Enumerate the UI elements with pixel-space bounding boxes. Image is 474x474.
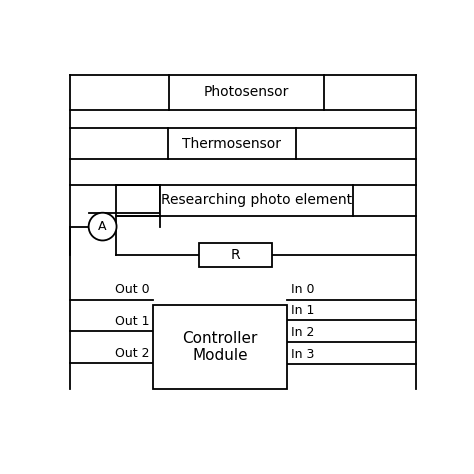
Text: Controller
Module: Controller Module [182,331,258,363]
Text: Out 0: Out 0 [115,283,149,296]
FancyBboxPatch shape [168,128,296,159]
Circle shape [89,213,117,240]
Text: In 3: In 3 [291,347,314,361]
Text: In 2: In 2 [291,326,314,338]
Text: A: A [98,220,107,233]
FancyBboxPatch shape [199,243,272,267]
Text: Out 1: Out 1 [115,315,149,328]
Text: In 1: In 1 [291,304,314,317]
Text: R: R [231,248,240,262]
FancyBboxPatch shape [153,305,287,389]
FancyBboxPatch shape [169,75,324,110]
Text: Thermosensor: Thermosensor [182,137,282,151]
Text: Researching photo element: Researching photo element [161,193,352,207]
Text: Photosensor: Photosensor [204,85,289,100]
Text: Out 2: Out 2 [115,347,149,360]
Text: In 0: In 0 [291,283,314,296]
FancyBboxPatch shape [160,185,353,216]
